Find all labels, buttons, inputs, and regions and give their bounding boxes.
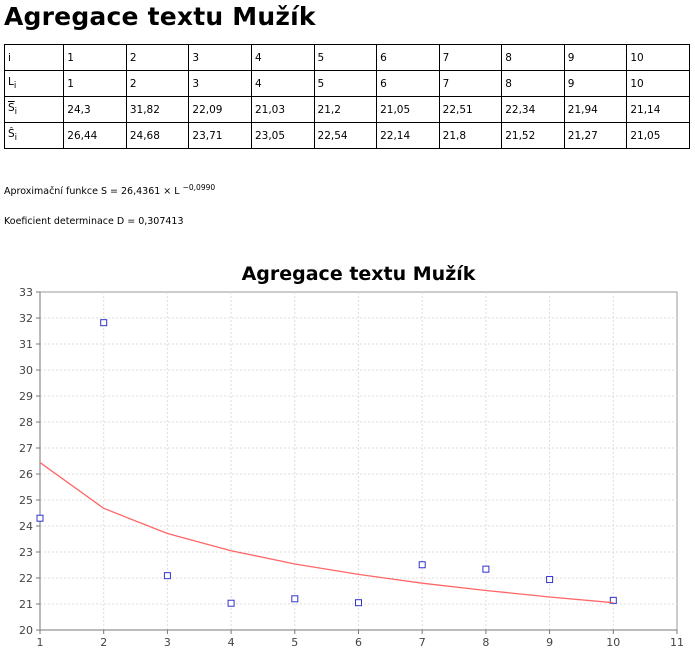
table-cell: 21,05 xyxy=(377,97,440,123)
x-tick-label: 7 xyxy=(419,636,426,649)
table-cell: 2 xyxy=(126,71,189,97)
table-cell: 22,34 xyxy=(502,97,565,123)
table-cell: 6 xyxy=(377,71,440,97)
table-cell: 8 xyxy=(502,45,565,71)
y-tick-label: 22 xyxy=(19,572,33,585)
table-row: Si24,331,8222,0921,0321,221,0522,5122,34… xyxy=(5,97,690,123)
data-table: i12345678910Li12345678910Si24,331,8222,0… xyxy=(4,44,690,149)
approximation-function: Aproximační funkce S = 26,4361 × L −0,09… xyxy=(4,186,215,197)
y-tick-label: 29 xyxy=(19,390,33,403)
x-tick-label: 11 xyxy=(670,636,684,649)
table-row: Li12345678910 xyxy=(5,71,690,97)
determination-coefficient: Koeficient determinace D = 0,307413 xyxy=(4,216,184,227)
scatter-chart: Agregace textu Mužík12345678910112021222… xyxy=(0,258,695,658)
table-cell: 23,05 xyxy=(251,123,314,149)
data-point xyxy=(356,600,362,606)
y-tick-label: 26 xyxy=(19,468,33,481)
x-tick-label: 5 xyxy=(291,636,298,649)
row-subscript: i xyxy=(15,107,17,117)
table-cell: 21,05 xyxy=(627,123,690,149)
table-cell: 21,03 xyxy=(251,97,314,123)
table-cell: 21,52 xyxy=(502,123,565,149)
data-point xyxy=(228,600,234,606)
table-cell: 1 xyxy=(64,71,127,97)
table-cell: 22,51 xyxy=(439,97,502,123)
row-header: Si xyxy=(5,97,64,123)
table-cell: 26,44 xyxy=(64,123,127,149)
table-cell: 22,14 xyxy=(377,123,440,149)
row-symbol: S xyxy=(8,102,15,114)
table-cell: 24,3 xyxy=(64,97,127,123)
row-symbol: i xyxy=(8,52,11,64)
y-tick-label: 30 xyxy=(19,364,33,377)
table-cell: 1 xyxy=(64,45,127,71)
data-point xyxy=(101,320,107,326)
table-cell: 24,68 xyxy=(126,123,189,149)
row-subscript: i xyxy=(15,133,17,143)
x-tick-label: 1 xyxy=(37,636,44,649)
approximation-text: Aproximační funkce S = 26,4361 × L xyxy=(4,186,180,197)
x-tick-label: 10 xyxy=(606,636,620,649)
table-cell: 4 xyxy=(251,71,314,97)
table-cell: 21,27 xyxy=(564,123,627,149)
table-cell: 3 xyxy=(189,45,252,71)
data-point xyxy=(483,566,489,572)
y-tick-label: 21 xyxy=(19,598,33,611)
y-tick-label: 28 xyxy=(19,416,33,429)
table-cell: 4 xyxy=(251,45,314,71)
table-cell: 31,82 xyxy=(126,97,189,123)
data-point xyxy=(292,596,298,602)
y-tick-label: 25 xyxy=(19,494,33,507)
page-title: Agregace textu Mužík xyxy=(4,2,316,31)
table-row: Ŝi26,4424,6823,7123,0522,5422,1421,821,5… xyxy=(5,123,690,149)
table-cell: 21,8 xyxy=(439,123,502,149)
y-tick-label: 32 xyxy=(19,312,33,325)
y-tick-label: 31 xyxy=(19,338,33,351)
table-cell: 10 xyxy=(627,71,690,97)
table-cell: 23,71 xyxy=(189,123,252,149)
table-cell: 10 xyxy=(627,45,690,71)
table-cell: 6 xyxy=(377,45,440,71)
y-tick-label: 33 xyxy=(19,286,33,299)
table-cell: 2 xyxy=(126,45,189,71)
table-cell: 21,2 xyxy=(314,97,377,123)
x-tick-label: 6 xyxy=(355,636,362,649)
y-tick-label: 27 xyxy=(19,442,33,455)
row-header: i xyxy=(5,45,64,71)
table-cell: 22,09 xyxy=(189,97,252,123)
table-cell: 9 xyxy=(564,45,627,71)
table-cell: 5 xyxy=(314,45,377,71)
data-point xyxy=(164,573,170,579)
table-cell: 9 xyxy=(564,71,627,97)
y-tick-label: 24 xyxy=(19,520,33,533)
x-tick-label: 4 xyxy=(228,636,235,649)
x-tick-label: 2 xyxy=(100,636,107,649)
row-header: Ŝi xyxy=(5,123,64,149)
row-header: Li xyxy=(5,71,64,97)
row-subscript: i xyxy=(14,81,16,91)
table-cell: 22,54 xyxy=(314,123,377,149)
table-cell: 3 xyxy=(189,71,252,97)
x-tick-label: 3 xyxy=(164,636,171,649)
chart-title: Agregace textu Mužík xyxy=(242,263,476,285)
approximation-exponent: −0,0990 xyxy=(183,183,216,192)
row-symbol: Ŝ xyxy=(8,128,15,140)
data-point xyxy=(37,515,43,521)
x-tick-label: 9 xyxy=(546,636,553,649)
y-tick-label: 23 xyxy=(19,546,33,559)
table-cell: 7 xyxy=(439,71,502,97)
table-cell: 5 xyxy=(314,71,377,97)
y-tick-label: 20 xyxy=(19,624,33,637)
table-cell: 7 xyxy=(439,45,502,71)
table-cell: 21,94 xyxy=(564,97,627,123)
data-point xyxy=(419,562,425,568)
x-tick-label: 8 xyxy=(482,636,489,649)
data-point xyxy=(547,577,553,583)
table-cell: 21,14 xyxy=(627,97,690,123)
table-cell: 8 xyxy=(502,71,565,97)
row-symbol: L xyxy=(8,76,14,88)
table-row: i 12345678910 xyxy=(5,45,690,71)
